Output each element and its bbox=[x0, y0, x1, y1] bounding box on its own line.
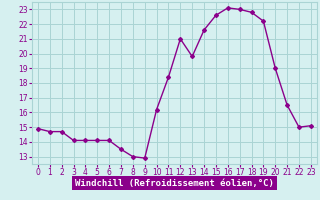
X-axis label: Windchill (Refroidissement éolien,°C): Windchill (Refroidissement éolien,°C) bbox=[75, 179, 274, 188]
